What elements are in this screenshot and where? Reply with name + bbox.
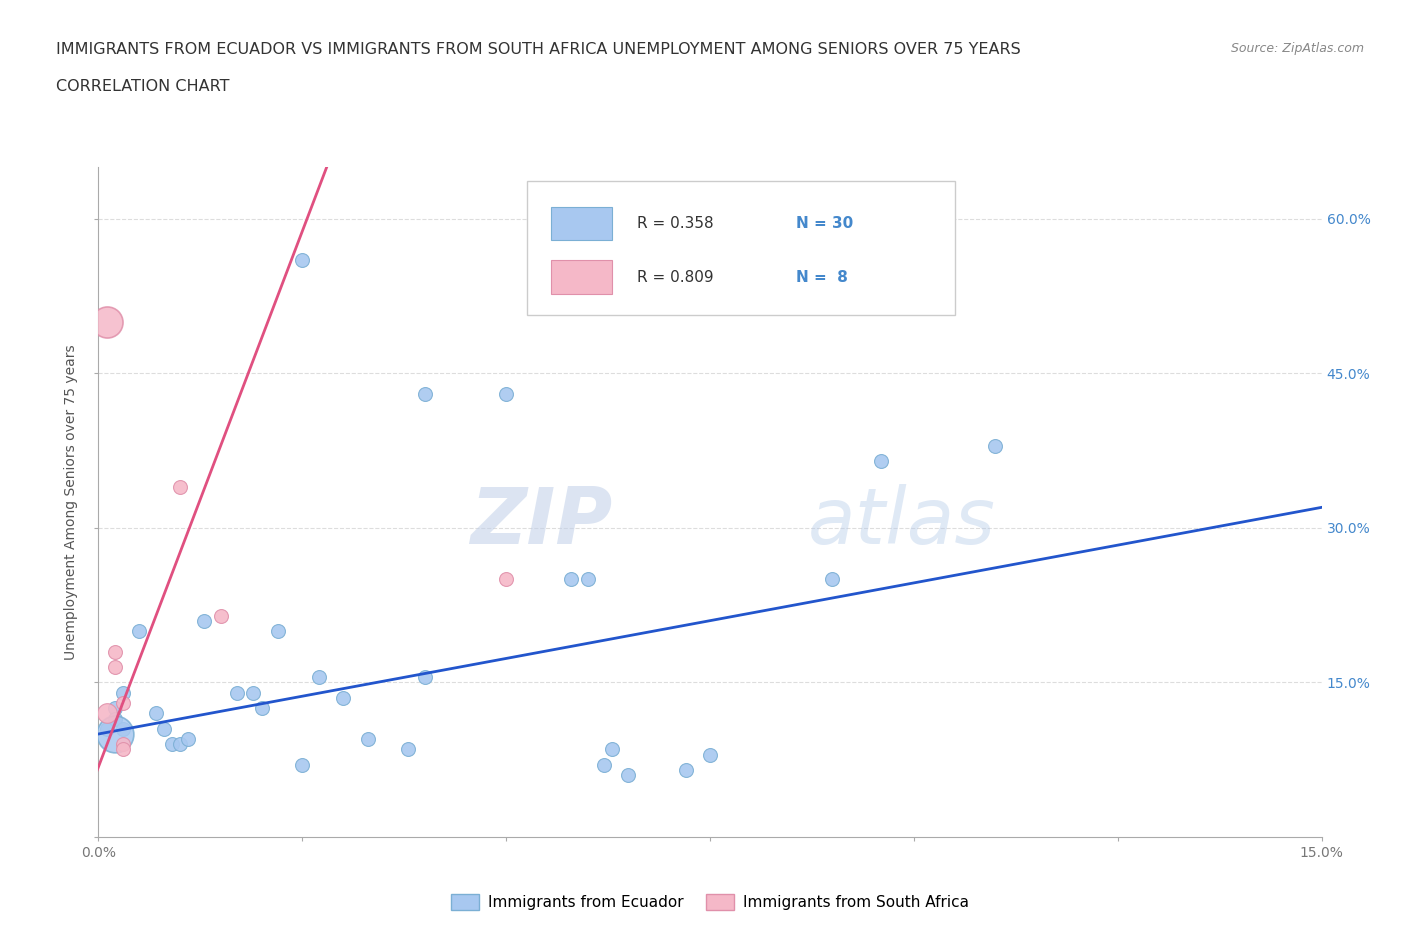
Point bbox=[111, 685, 134, 700]
Point bbox=[396, 742, 419, 757]
Point bbox=[209, 608, 232, 623]
Point bbox=[821, 572, 844, 587]
Bar bbox=[551, 206, 612, 240]
Point bbox=[291, 757, 314, 772]
FancyBboxPatch shape bbox=[526, 180, 955, 314]
Point bbox=[111, 742, 134, 757]
Point bbox=[96, 722, 118, 737]
Point bbox=[250, 701, 273, 716]
Point bbox=[145, 706, 167, 721]
Point bbox=[308, 670, 330, 684]
Point bbox=[193, 613, 215, 628]
Y-axis label: Unemployment Among Seniors over 75 years: Unemployment Among Seniors over 75 years bbox=[65, 344, 79, 660]
Point bbox=[96, 314, 118, 329]
Point bbox=[675, 763, 697, 777]
Point bbox=[356, 732, 378, 747]
Point bbox=[104, 701, 127, 716]
Text: IMMIGRANTS FROM ECUADOR VS IMMIGRANTS FROM SOUTH AFRICA UNEMPLOYMENT AMONG SENIO: IMMIGRANTS FROM ECUADOR VS IMMIGRANTS FR… bbox=[56, 42, 1021, 57]
Point bbox=[413, 670, 436, 684]
Point bbox=[96, 706, 118, 721]
Point bbox=[699, 747, 721, 762]
Point bbox=[111, 696, 134, 711]
Point bbox=[128, 623, 150, 638]
Text: Source: ZipAtlas.com: Source: ZipAtlas.com bbox=[1230, 42, 1364, 55]
Point bbox=[332, 690, 354, 705]
Point bbox=[984, 438, 1007, 453]
Text: atlas: atlas bbox=[808, 485, 995, 560]
Point bbox=[104, 726, 127, 741]
Point bbox=[600, 742, 623, 757]
Text: R = 0.358: R = 0.358 bbox=[637, 216, 713, 232]
Text: N = 30: N = 30 bbox=[796, 216, 853, 232]
Legend: Immigrants from Ecuador, Immigrants from South Africa: Immigrants from Ecuador, Immigrants from… bbox=[444, 888, 976, 916]
Text: CORRELATION CHART: CORRELATION CHART bbox=[56, 79, 229, 94]
Point bbox=[495, 572, 517, 587]
Point bbox=[104, 659, 127, 674]
Point bbox=[242, 685, 264, 700]
Point bbox=[226, 685, 249, 700]
Point bbox=[160, 737, 183, 751]
Point bbox=[267, 623, 290, 638]
Bar bbox=[551, 260, 612, 294]
Point bbox=[413, 387, 436, 402]
Point bbox=[152, 722, 174, 737]
Point bbox=[495, 387, 517, 402]
Point bbox=[169, 737, 191, 751]
Point bbox=[593, 757, 616, 772]
Text: N =  8: N = 8 bbox=[796, 270, 848, 285]
Point bbox=[111, 722, 134, 737]
Point bbox=[291, 253, 314, 268]
Point bbox=[104, 644, 127, 659]
Text: ZIP: ZIP bbox=[470, 485, 612, 560]
Point bbox=[576, 572, 599, 587]
Point bbox=[617, 768, 640, 783]
Point bbox=[104, 711, 127, 726]
Point bbox=[870, 454, 893, 469]
Point bbox=[111, 737, 134, 751]
Point bbox=[177, 732, 200, 747]
Text: R = 0.809: R = 0.809 bbox=[637, 270, 713, 285]
Point bbox=[169, 479, 191, 494]
Point bbox=[560, 572, 582, 587]
